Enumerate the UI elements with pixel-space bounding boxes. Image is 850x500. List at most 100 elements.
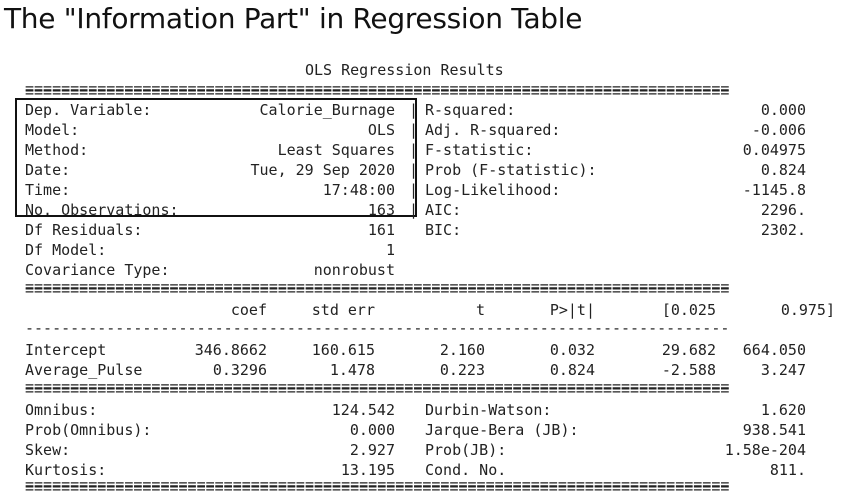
column-separator: | (409, 121, 419, 139)
coef-term-name: Intercept (25, 341, 107, 359)
coef-column-header: [0.025 (661, 301, 716, 319)
divider-double: ========================================… (25, 484, 806, 492)
info-value: 17:48:00 (322, 181, 395, 199)
stat-label: BIC: (425, 221, 462, 239)
column-separator: | (409, 141, 419, 159)
coef-column-header: P>|t| (549, 301, 595, 319)
coef-column-header: 0.975] (780, 301, 835, 319)
diagnostic-label: Prob(JB): (425, 441, 507, 459)
info-value: 1 (385, 241, 395, 259)
stat-label: Prob (F-statistic): (425, 161, 597, 179)
coef-cell: 0.3296 (212, 361, 267, 379)
diagnostic-value: 124.542 (331, 401, 395, 419)
divider-double: ========================================… (25, 386, 806, 394)
coef-cell: 3.247 (760, 361, 806, 379)
info-row: Df Residuals: 161 BIC: 2302. (25, 220, 835, 240)
divider-double: ========================================… (25, 382, 806, 390)
info-value: 163 (367, 201, 395, 219)
coef-column-header: std err (311, 301, 375, 319)
stat-label: Adj. R-squared: (425, 121, 561, 139)
information-part-highlight (15, 98, 417, 217)
report-title: OLS Regression Results (305, 61, 504, 79)
coef-header-row: coef std err t P>|t| [0.025 0.975] (25, 300, 835, 320)
coef-cell: 0.223 (439, 361, 485, 379)
diagnostic-value: 1.620 (760, 401, 806, 419)
coef-cell: 346.8662 (194, 341, 267, 359)
diagnostic-label: Jarque-Bera (JB): (425, 421, 579, 439)
info-label: Model: (25, 121, 80, 139)
diagnostic-label: Skew: (25, 441, 71, 459)
stat-value: 2302. (760, 221, 806, 239)
diagnostic-value: 938.541 (742, 421, 806, 439)
coef-cell: 664.050 (742, 341, 806, 359)
info-label: Df Model: (25, 241, 107, 259)
diagnostic-label: Omnibus: (25, 401, 98, 419)
coef-cell: 0.032 (549, 341, 595, 359)
diagnostic-label: Durbin-Watson: (425, 401, 552, 419)
diagnostic-value: 2.927 (349, 441, 395, 459)
divider-double: ========================================… (25, 88, 806, 96)
info-label: Date: (25, 161, 71, 179)
info-value: nonrobust (313, 261, 395, 279)
stat-value: -1145.8 (742, 181, 806, 199)
diagnostic-value: 13.195 (340, 461, 395, 479)
ols-regression-report: OLS Regression Results =================… (15, 60, 835, 500)
info-label: Df Residuals: (25, 221, 143, 239)
coef-row: Intercept 346.8662 160.615 2.160 0.032 29.682… (25, 340, 835, 360)
divider-dash: ----------------------------------------… (25, 324, 806, 332)
page-heading: The "Information Part" in Regression Tab… (4, 2, 583, 35)
info-row: Df Model: 1 (25, 240, 835, 260)
coef-column-header: t (475, 301, 485, 319)
stat-value: 2296. (760, 201, 806, 219)
coef-cell: 2.160 (439, 341, 485, 359)
coef-cell: -2.588 (661, 361, 716, 379)
coef-column-header: coef (230, 301, 267, 319)
divider-double: ========================================… (25, 480, 806, 488)
info-label: Method: (25, 141, 89, 159)
coef-cell: 29.682 (661, 341, 716, 359)
info-row: Dep. Variable: Calorie_Burnage | R-squared:… (25, 100, 835, 120)
diagnostic-row: Prob(Omnibus): 0.000 Jarque-Bera (JB): 938.… (25, 420, 835, 440)
column-separator: | (409, 201, 419, 219)
stat-value: 0.824 (760, 161, 806, 179)
divider-double: ========================================… (25, 286, 806, 294)
stat-label: F-statistic: (425, 141, 534, 159)
coef-row: Average_Pulse 0.3296 1.478 0.223 0.824 -2.588… (25, 360, 835, 380)
stat-value: -0.006 (751, 121, 806, 139)
diagnostic-row: Skew: 2.927 Prob(JB): 1.58e-204 (25, 440, 835, 460)
column-separator: | (409, 101, 419, 119)
info-row: Date: Tue, 29 Sep 2020 | Prob (F-statistic)… (25, 160, 835, 180)
info-row: Model: OLS | Adj. R-squared: -0.006 (25, 120, 835, 140)
info-label: Time: (25, 181, 71, 199)
diagnostic-value: 1.58e-204 (724, 441, 806, 459)
divider-double: ========================================… (25, 84, 806, 92)
diagnostic-row: Kurtosis: 13.195 Cond. No. 811. (25, 460, 835, 480)
info-row: Covariance Type: nonrobust (25, 260, 835, 280)
column-separator: | (409, 161, 419, 179)
stat-value: 0.000 (760, 101, 806, 119)
stat-value: 0.04975 (742, 141, 806, 159)
info-value: 161 (367, 221, 395, 239)
info-row: Method: Least Squares | F-statistic: 0.04975 (25, 140, 835, 160)
coef-cell: 1.478 (329, 361, 375, 379)
info-row: Time: 17:48:00 | Log-Likelihood: -1145.8 (25, 180, 835, 200)
info-label: Dep. Variable: (25, 101, 152, 119)
diagnostic-label: Cond. No. (425, 461, 507, 479)
coef-cell: 0.824 (549, 361, 595, 379)
info-value: OLS (367, 121, 395, 139)
diagnostic-label: Kurtosis: (25, 461, 107, 479)
stat-label: Log-Likelihood: (425, 181, 561, 199)
stat-label: AIC: (425, 201, 462, 219)
info-value: Calorie_Burnage (259, 101, 395, 119)
info-label: Covariance Type: (25, 261, 170, 279)
divider-double: ========================================… (25, 282, 806, 290)
diagnostic-label: Prob(Omnibus): (25, 421, 152, 439)
column-separator: | (409, 181, 419, 199)
info-value: Tue, 29 Sep 2020 (250, 161, 396, 179)
coef-term-name: Average_Pulse (25, 361, 143, 379)
diagnostic-value: 0.000 (349, 421, 395, 439)
info-label: No. Observations: (25, 201, 179, 219)
info-row: No. Observations: 163 | AIC: 2296. (25, 200, 835, 220)
diagnostic-value: 811. (769, 461, 806, 479)
diagnostic-row: Omnibus: 124.542 Durbin-Watson: 1.620 (25, 400, 835, 420)
